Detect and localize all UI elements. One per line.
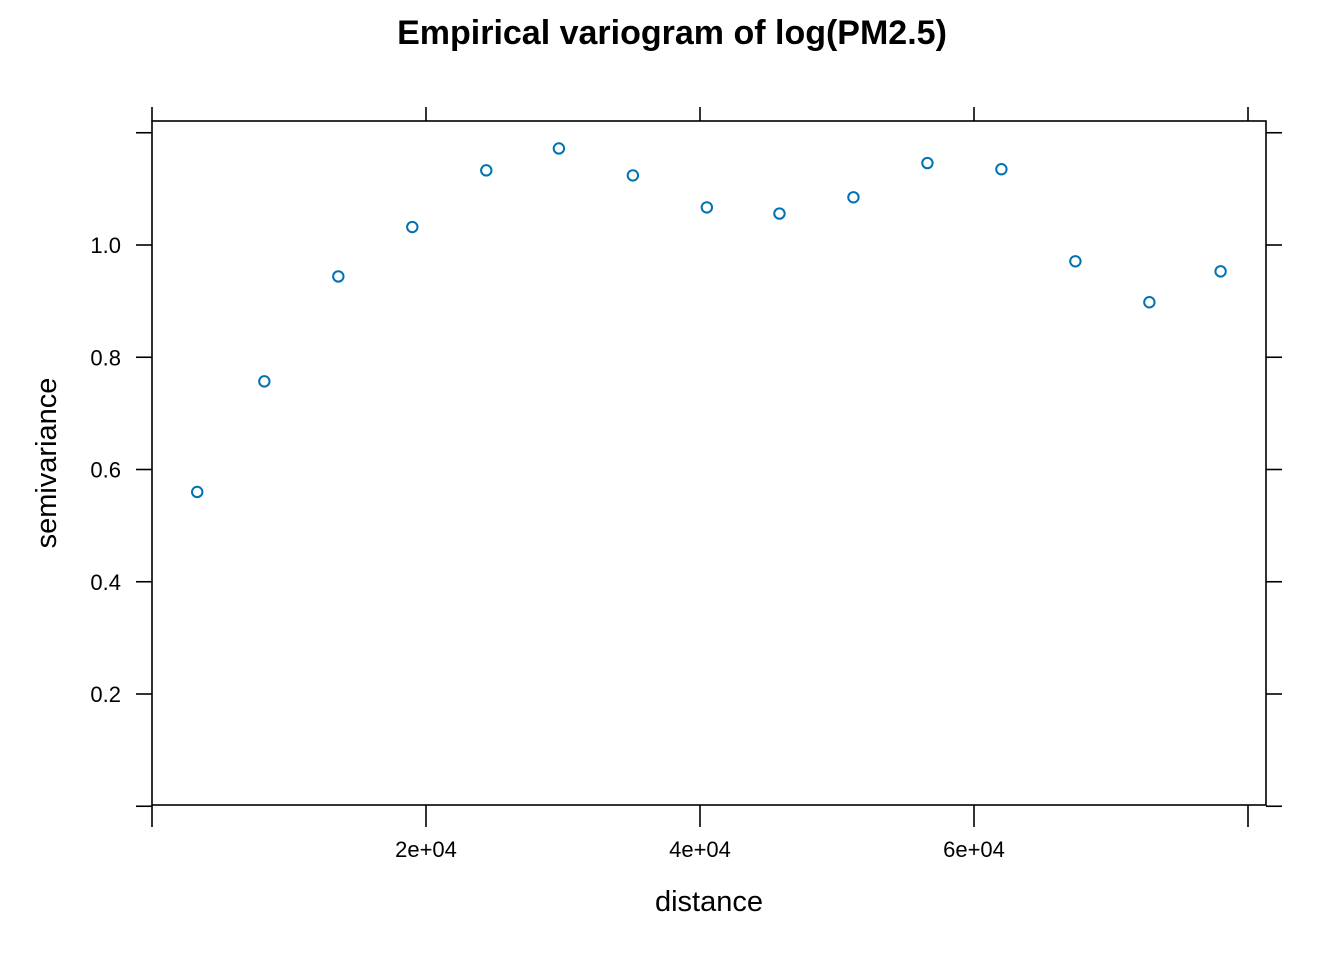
variogram-point xyxy=(406,220,419,234)
variogram-point xyxy=(1069,255,1082,268)
y-tick-label: 1.0 xyxy=(90,233,121,258)
plot-panel-frame xyxy=(151,120,1267,806)
variogram-point xyxy=(1214,265,1227,278)
y-axis-label: semivariance xyxy=(31,378,63,549)
y-axis-tick-labels: 0.2 0.4 0.6 0.8 1.0 xyxy=(90,233,121,707)
x-axis-label: distance xyxy=(655,886,763,918)
x-axis-bottom-ticks xyxy=(151,805,1249,827)
variogram-point xyxy=(552,142,566,155)
variogram-point xyxy=(480,164,493,177)
variogram-point xyxy=(847,191,860,204)
variogram-point xyxy=(332,270,345,283)
variogram-point xyxy=(626,169,640,182)
variogram-point xyxy=(700,201,714,214)
y-tick-label: 0.4 xyxy=(90,570,121,595)
variogram-point xyxy=(921,156,934,170)
y-axis-left-ticks xyxy=(136,131,152,808)
data-points xyxy=(191,142,1227,499)
y-tick-label: 0.6 xyxy=(90,458,121,483)
y-tick-label: 0.8 xyxy=(90,345,121,370)
variogram-point xyxy=(258,375,271,388)
x-axis-top-ticks xyxy=(151,107,1249,121)
variogram-point xyxy=(191,485,204,499)
chart-title: Empirical variogram of log(PM2.5) xyxy=(397,14,947,52)
x-axis-tick-labels: 2e+04 4e+04 6e+04 xyxy=(395,837,1005,862)
x-tick-label: 2e+04 xyxy=(395,837,457,862)
x-tick-label: 6e+04 xyxy=(943,837,1005,862)
y-axis-right-ticks xyxy=(1266,131,1282,808)
variogram-point xyxy=(995,163,1008,176)
variogram-point xyxy=(773,207,786,220)
x-tick-label: 4e+04 xyxy=(669,837,731,862)
variogram-point xyxy=(1143,296,1156,309)
y-tick-label: 0.2 xyxy=(90,682,121,707)
